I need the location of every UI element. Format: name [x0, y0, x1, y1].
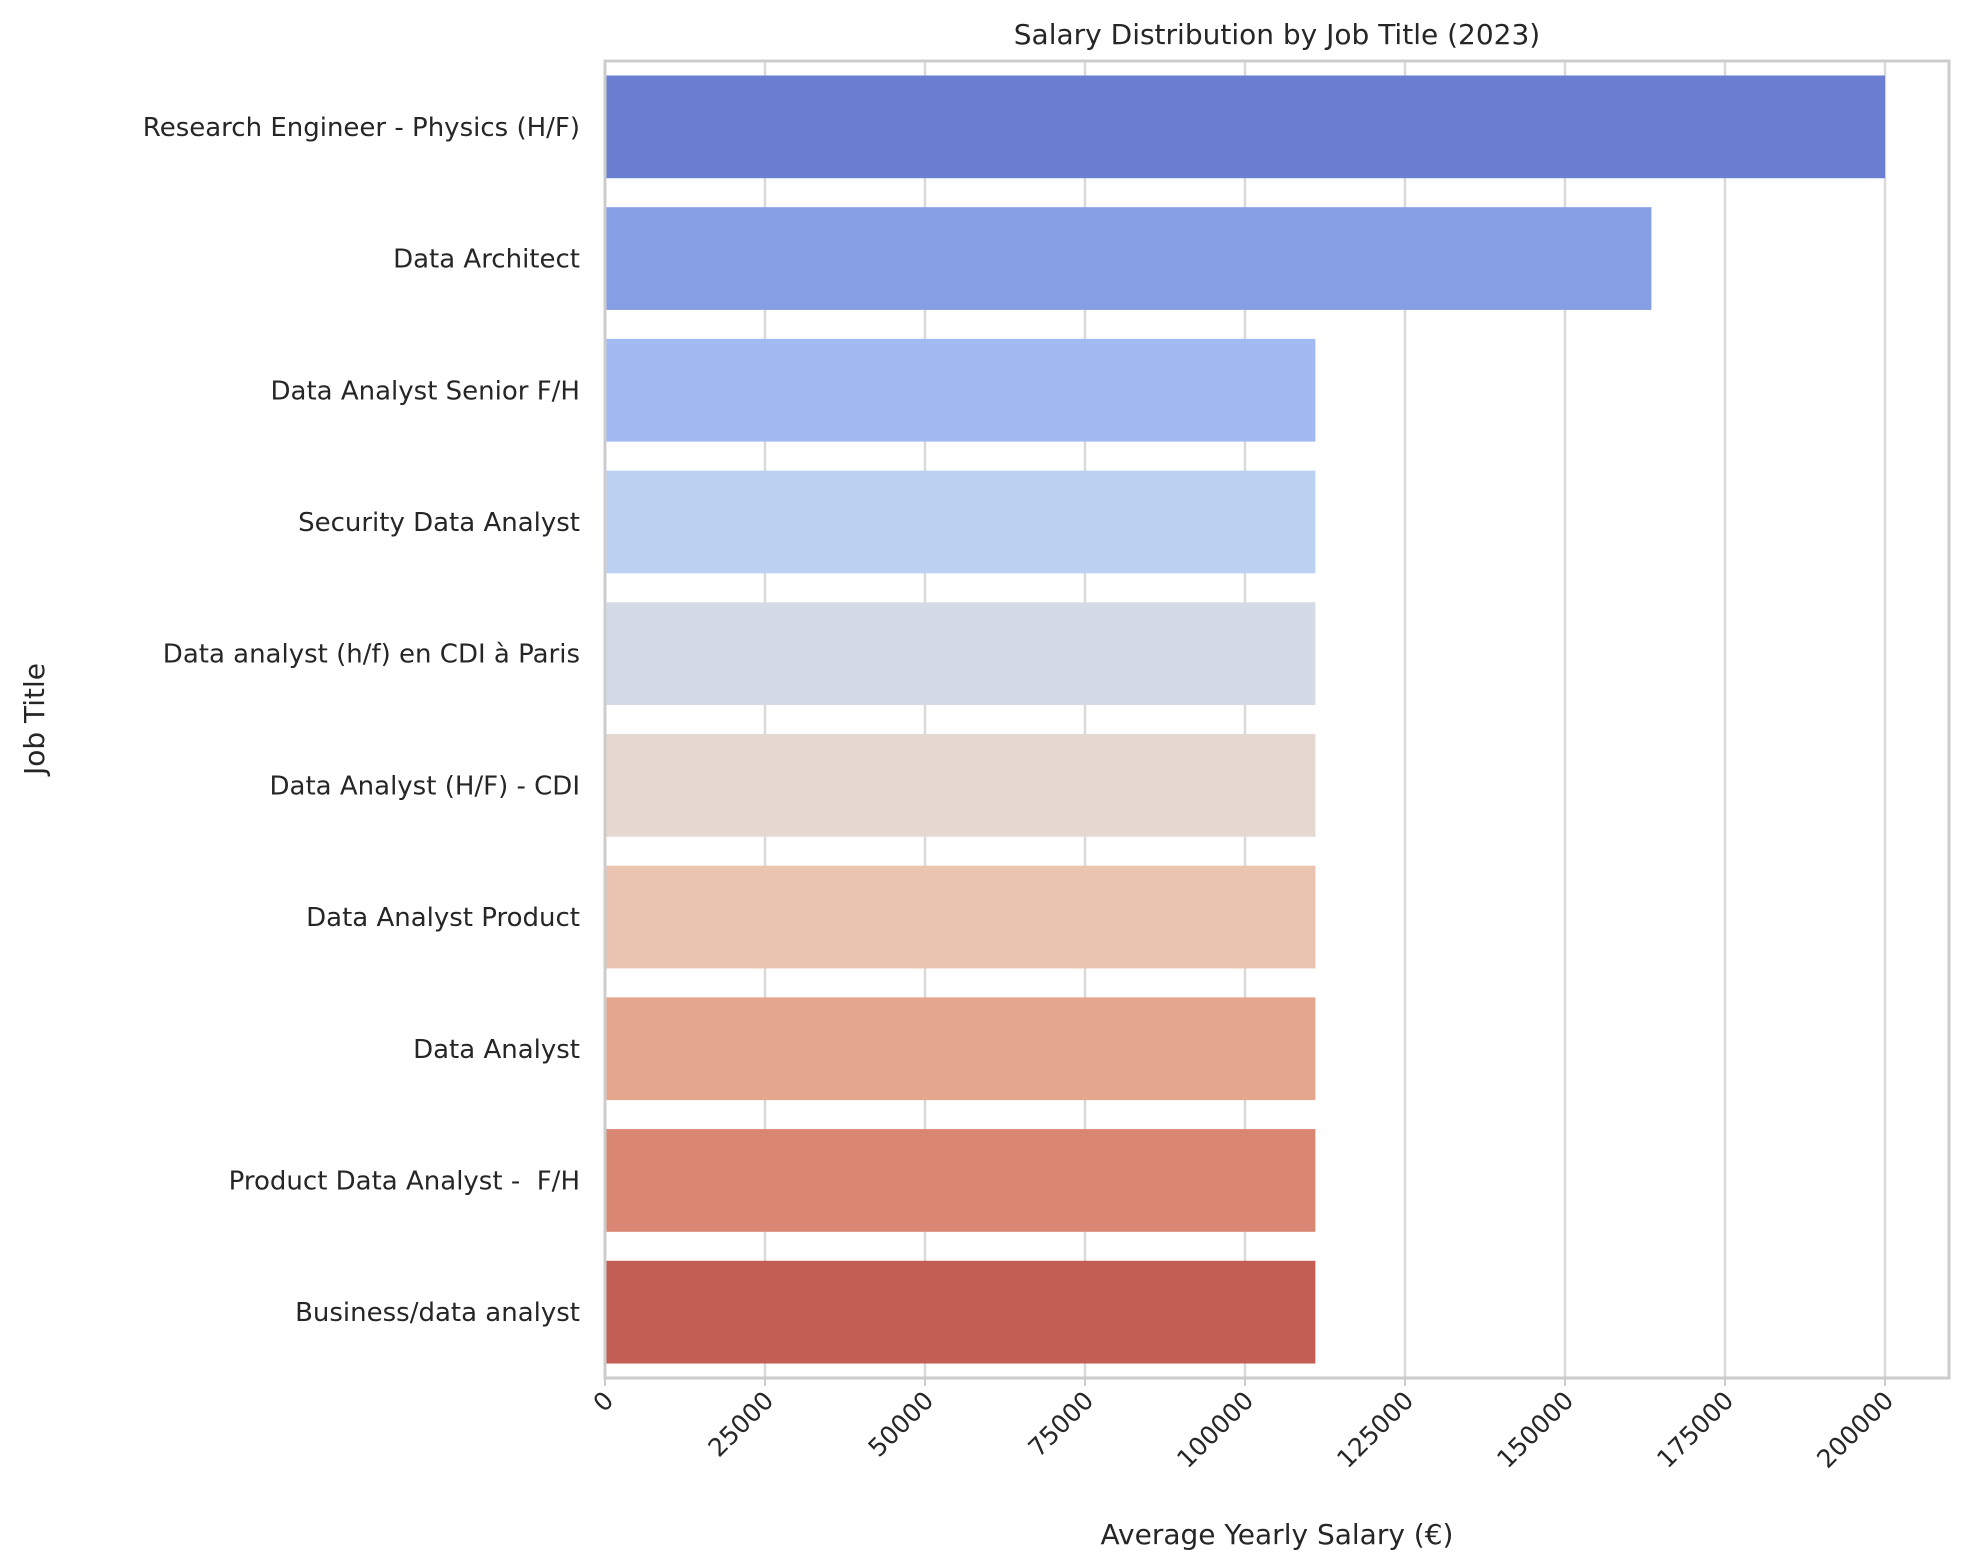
- y-tick-label: Security Data Analyst: [298, 508, 580, 538]
- y-tick-label: Data Analyst (H/F) - CDI: [270, 771, 580, 801]
- bar: [605, 997, 1316, 1101]
- bar: [605, 865, 1316, 969]
- y-tick-label: Data Analyst Senior F/H: [271, 376, 581, 406]
- x-tick-label: 100000: [1171, 1386, 1259, 1474]
- x-tick-label: 0: [587, 1386, 619, 1418]
- y-tick-label: Data Analyst: [413, 1035, 580, 1065]
- x-tick-label: 125000: [1331, 1386, 1419, 1474]
- x-axis-label: Average Yearly Salary (€): [1101, 1518, 1454, 1551]
- y-tick-label: Business/data analyst: [295, 1298, 580, 1328]
- x-tick-label: 175000: [1651, 1386, 1739, 1474]
- y-tick-label: Research Engineer - Physics (H/F): [143, 113, 580, 143]
- x-tick-labels: 0 25000 50000 75000 100000 125000 150000 175000…: [587, 1378, 1899, 1474]
- y-axis-label: Job Title: [18, 663, 51, 777]
- bar-layer: [605, 75, 1885, 1364]
- chart-title: Salary Distribution by Job Title (2023): [1014, 18, 1540, 51]
- x-tick-label: 200000: [1811, 1386, 1899, 1474]
- bar: [605, 733, 1316, 837]
- x-tick-label: 25000: [702, 1386, 779, 1463]
- bar: [605, 338, 1316, 442]
- y-tick-label: Product Data Analyst - F/H: [229, 1166, 580, 1196]
- plot-frame: [603, 59, 1951, 1380]
- x-tick-label: 150000: [1491, 1386, 1579, 1474]
- x-tick-label: 50000: [862, 1386, 939, 1463]
- bar: [605, 207, 1652, 310]
- bar: [605, 1129, 1316, 1232]
- y-tick-label: Data Architect: [393, 245, 580, 275]
- x-tick-label: 75000: [1022, 1386, 1099, 1463]
- y-tick-labels: Research Engineer - Physics (H/F) Data Ar…: [143, 113, 580, 1328]
- bar: [605, 470, 1316, 574]
- y-tick-label: Data analyst (h/f) en CDI à Paris: [163, 640, 580, 670]
- bar: [605, 1260, 1316, 1364]
- y-tick-label: Data Analyst Product: [306, 903, 580, 933]
- bar: [605, 602, 1316, 706]
- bar: [605, 75, 1885, 179]
